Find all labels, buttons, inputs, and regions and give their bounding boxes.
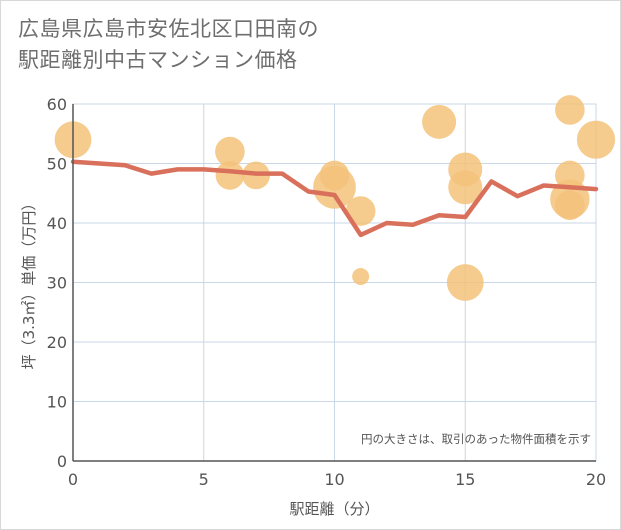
x-tick-label-10: 10 (324, 470, 344, 489)
chart-title-line1: 広島県広島市安佐北区口田南の (18, 17, 319, 41)
bubble-point-6 (345, 196, 376, 226)
chart-title: 広島県広島市安佐北区口田南の 駅距離別中古マンション価格 (18, 14, 578, 76)
chart-note: 円の大きさは、取引のあった物件面積を示す (361, 432, 591, 446)
x-tick-label-0: 0 (68, 470, 78, 489)
tick-labels: 0 10 20 30 40 50 60 0 5 10 15 20 (47, 95, 607, 489)
bubble-point-12 (555, 95, 585, 125)
grid (72, 103, 597, 462)
x-tick-label-5: 5 (199, 470, 209, 489)
bubble-point-11 (446, 264, 484, 301)
y-tick-label-50: 50 (47, 155, 67, 174)
y-tick-label-30: 30 (47, 274, 67, 293)
y-tick-label-20: 20 (47, 333, 67, 352)
bubble-point-1 (215, 136, 245, 167)
axes (72, 104, 596, 462)
y-tick-label-10: 10 (47, 393, 67, 412)
bubble-point-7 (352, 268, 370, 286)
y-tick-label-60: 60 (47, 95, 67, 114)
trend-line (70, 159, 599, 238)
bubble-point-16 (576, 120, 616, 159)
chart-title-line2: 駅距離別中古マンション価格 (18, 48, 298, 72)
bubble-point-10 (448, 170, 483, 205)
bubble-point-5 (313, 165, 356, 209)
y-tick-label-40: 40 (47, 214, 67, 233)
x-tick-label-20: 20 (586, 470, 606, 489)
bubble-point-15 (555, 190, 585, 220)
y-axis-label: 坪（3.3㎡）単価（万円） (20, 196, 38, 370)
bubble-point-2 (215, 161, 245, 190)
x-axis-label: 駅距離（分） (289, 500, 379, 518)
trend-layer (70, 159, 599, 238)
x-tick-label-15: 15 (455, 470, 475, 489)
bubble-point-8 (422, 104, 457, 139)
y-tick-label-0: 0 (57, 452, 67, 471)
